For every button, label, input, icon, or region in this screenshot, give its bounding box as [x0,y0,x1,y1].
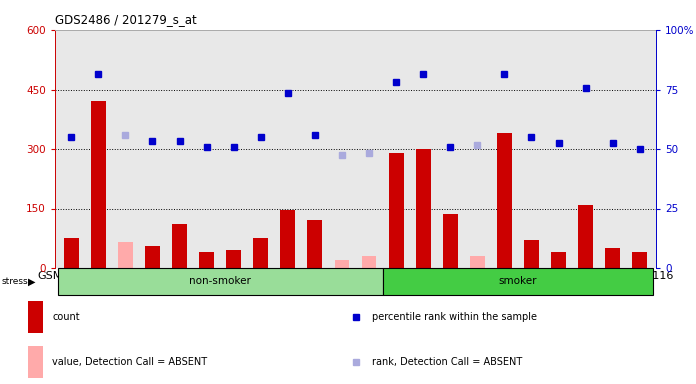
Text: value, Detection Call = ABSENT: value, Detection Call = ABSENT [52,357,207,367]
Bar [118,242,133,268]
Bar [497,133,512,268]
Bar [551,252,566,268]
Bar [28,301,43,333]
Text: rank, Detection Call = ABSENT: rank, Detection Call = ABSENT [372,357,523,367]
Bar [388,153,404,268]
Text: count: count [52,312,80,322]
Bar [280,210,295,268]
Text: stress: stress [1,277,28,286]
Bar [362,256,377,268]
Text: ▶: ▶ [28,276,35,286]
Bar [470,256,485,268]
Text: smoker: smoker [498,276,537,286]
Bar [632,252,647,268]
Bar [308,220,322,268]
Text: percentile rank within the sample: percentile rank within the sample [372,312,537,322]
Bar [335,260,349,268]
Bar [383,268,654,295]
Bar [443,214,458,268]
Bar [199,252,214,268]
Bar [226,250,241,268]
Text: non-smoker: non-smoker [189,276,251,286]
Text: GDS2486 / 201279_s_at: GDS2486 / 201279_s_at [55,13,197,26]
Bar [578,205,593,268]
Bar [28,346,43,378]
Bar [524,240,539,268]
Bar [64,238,79,268]
Bar [253,238,268,268]
Bar [91,101,106,268]
Bar [58,268,383,295]
Bar [172,224,187,268]
Bar [416,149,431,268]
Bar [145,246,160,268]
Bar [606,248,620,268]
